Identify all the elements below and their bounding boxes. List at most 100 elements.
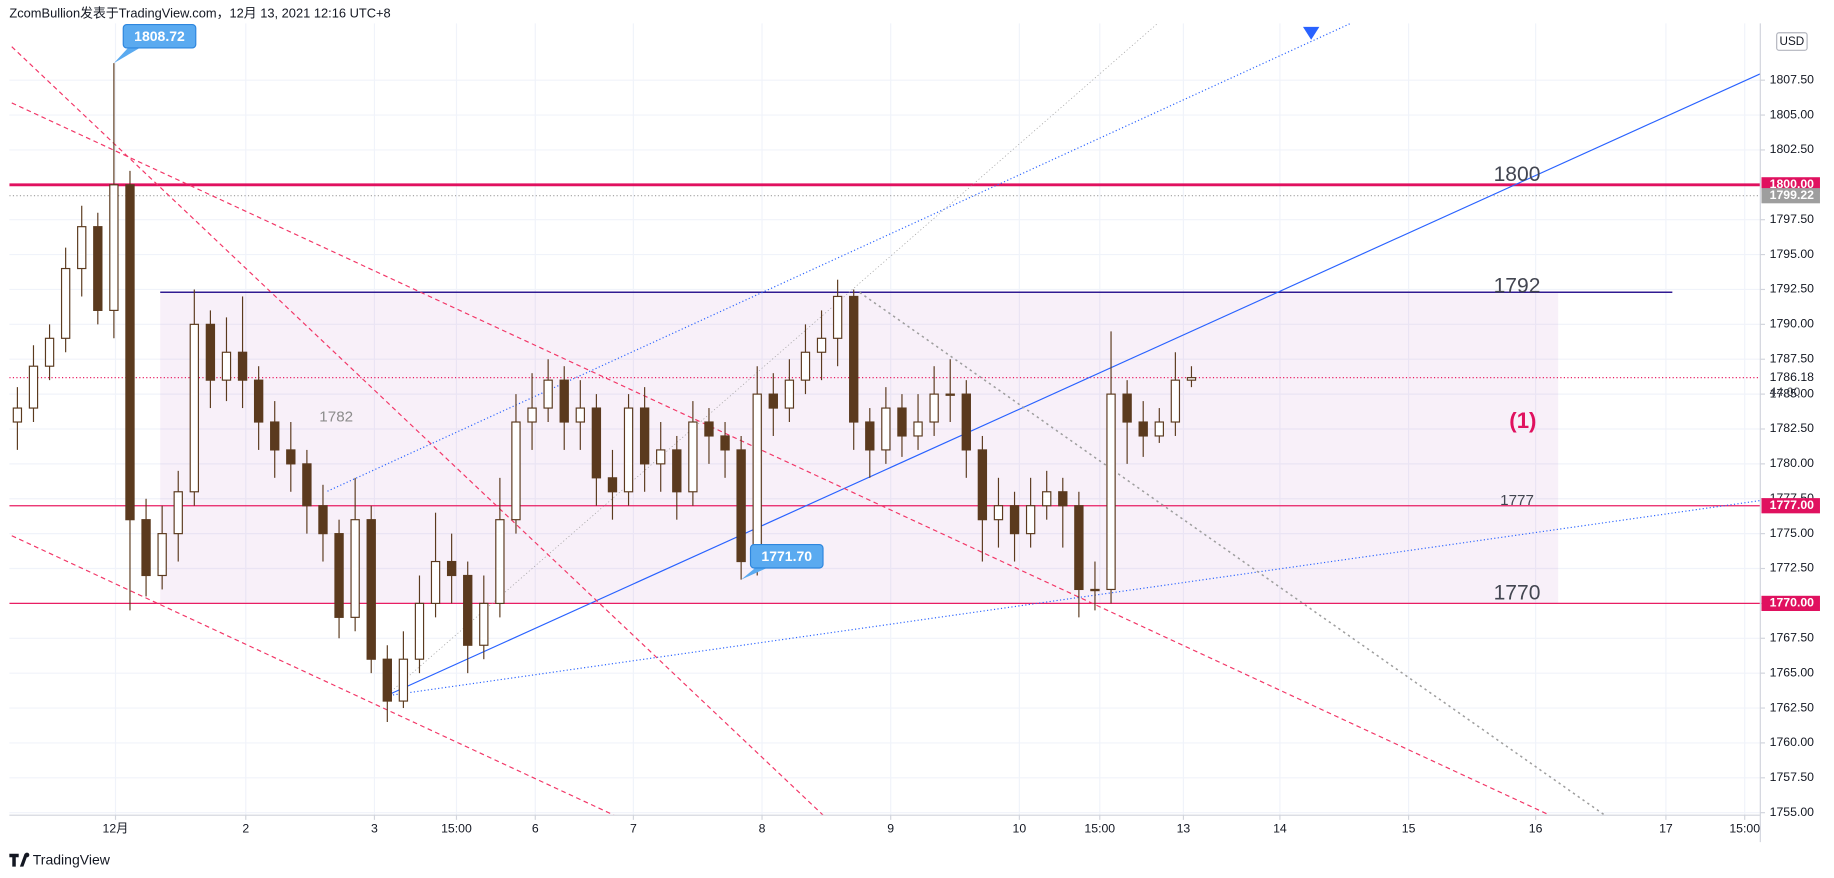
candle-body [463, 574, 473, 646]
x-tick-label: 17 [1659, 821, 1673, 835]
candle-body [1042, 491, 1052, 507]
zone-label: 1782 [319, 409, 353, 426]
candle-body [720, 435, 730, 451]
candle-body [286, 449, 296, 465]
level-label: 1800 [1494, 163, 1541, 186]
y-tick-label: 1765.00 [1770, 665, 1815, 679]
candle-body [221, 351, 232, 381]
level-label: 1792 [1494, 275, 1541, 298]
candle-body [704, 421, 714, 437]
x-tick-label: 10 [1013, 821, 1027, 835]
candle-body [414, 602, 425, 660]
price-label-box [1761, 370, 1820, 386]
candle-body [977, 449, 988, 521]
candle-body [945, 393, 955, 396]
y-tick-label: 1780.00 [1770, 456, 1815, 470]
trend-line [11, 535, 615, 816]
candle-body [784, 379, 795, 409]
candle-body [302, 463, 312, 507]
candle-body [575, 407, 585, 423]
candle-body [334, 533, 344, 618]
plot-area [9, 23, 1761, 816]
candle-body [623, 407, 634, 493]
y-tick-label: 1790.00 [1770, 317, 1815, 331]
candle-body [865, 421, 875, 451]
callout-box [122, 23, 197, 49]
candle-body [1186, 377, 1197, 381]
candle-body [318, 505, 328, 535]
callout-label: 1808.72 [134, 28, 185, 44]
y-tick-label: 1787.50 [1770, 351, 1815, 365]
x-tick-label: 8 [759, 821, 766, 835]
y-tick-label: 1805.00 [1770, 107, 1815, 121]
price-label: 1800.00 [1770, 177, 1815, 191]
candle-body [993, 505, 1004, 521]
candle-body [559, 379, 569, 423]
candle-body [832, 295, 843, 339]
countdown: 44:00 [1770, 385, 1801, 399]
axes: 1755.00 1757.50 1760.00 1762.50 1765.00 1767.… [103, 72, 1815, 835]
x-tick-label: 15:00 [441, 821, 472, 835]
trend-line [385, 73, 1761, 697]
y-tick-label: 1757.50 [1770, 770, 1815, 784]
price-label-box [1761, 498, 1820, 514]
candle-body [60, 267, 71, 339]
candle-body [639, 407, 650, 465]
candle-body [125, 184, 135, 521]
candle-body [591, 407, 602, 479]
candle-body [527, 407, 537, 423]
y-tick-label: 1775.00 [1770, 526, 1815, 540]
candle-body [672, 449, 682, 493]
candle-body [446, 560, 457, 577]
candle-body [800, 351, 811, 381]
price-label: 1799.22 [1770, 188, 1815, 202]
candle-body [157, 533, 167, 577]
candle-body [270, 421, 280, 451]
candle-body [913, 421, 923, 437]
candle-body [961, 393, 971, 451]
y-tick-label: 1762.50 [1770, 700, 1815, 714]
candle-body [253, 379, 264, 423]
candle-body [736, 449, 746, 563]
candle-body [897, 407, 907, 437]
candle-body [28, 365, 39, 409]
trend-line [11, 102, 1551, 816]
trend-line [11, 46, 824, 816]
x-tick-label: 15 [1402, 821, 1416, 835]
candle-body [1025, 505, 1036, 535]
x-tick-label: 7 [630, 821, 637, 835]
price-label: 1777.00 [1770, 498, 1815, 512]
candle-body [656, 449, 666, 465]
x-tick-label: 15:00 [1729, 821, 1760, 835]
candle-body [430, 560, 441, 604]
candle-body [752, 393, 762, 563]
currency-box [1776, 32, 1808, 51]
candle-body [1122, 393, 1132, 423]
x-tick-label: 2 [242, 821, 249, 835]
grid [9, 23, 1761, 816]
price-label-box [1761, 595, 1820, 611]
candle-body [205, 323, 216, 381]
level-label: 1770 [1494, 582, 1541, 605]
footer: TradingView [33, 852, 111, 868]
candle-body [849, 295, 859, 423]
candle-body [93, 226, 103, 311]
candle-body [607, 477, 618, 493]
y-tick-label: 1792.50 [1770, 282, 1815, 296]
y-tick-label: 1795.00 [1770, 247, 1815, 261]
y-tick-label: 1772.50 [1770, 561, 1815, 575]
callout-box [749, 544, 824, 569]
candle-body [688, 421, 698, 493]
candle-body [366, 519, 376, 660]
x-tick-label: 14 [1273, 821, 1287, 835]
candle-body [1090, 588, 1100, 592]
y-tick-label: 1755.00 [1770, 805, 1815, 819]
candle-body [543, 379, 553, 409]
y-tick-label: 1760.00 [1770, 735, 1815, 749]
x-tick-label: 16 [1529, 821, 1543, 835]
candle-body [881, 407, 891, 451]
wave-label: (1) [1509, 408, 1536, 433]
candle-body [398, 658, 409, 702]
